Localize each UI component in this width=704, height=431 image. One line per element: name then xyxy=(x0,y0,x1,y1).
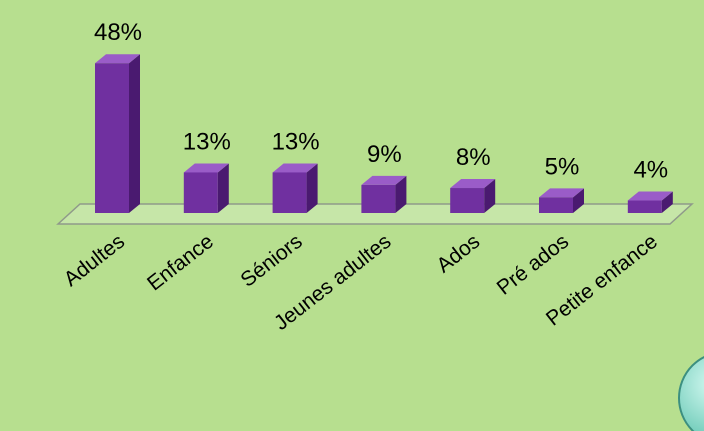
bar-top xyxy=(539,188,584,198)
category-label: Séniors xyxy=(236,230,306,292)
bar-side xyxy=(573,188,584,213)
bar xyxy=(272,172,307,213)
category-label: Pré ados xyxy=(493,230,573,300)
bar-top xyxy=(361,175,407,185)
value-label: 13% xyxy=(272,128,320,155)
value-label: 8% xyxy=(456,144,491,171)
decor-bubble xyxy=(678,355,704,431)
bar xyxy=(539,197,573,213)
value-label: 13% xyxy=(183,128,231,155)
bar-side xyxy=(129,54,140,213)
bar-top xyxy=(627,191,673,201)
category-label: Enfance xyxy=(143,230,218,296)
bar xyxy=(361,184,396,213)
bar-top xyxy=(272,163,318,173)
bar-side xyxy=(217,163,229,213)
value-label: 5% xyxy=(545,153,580,180)
bar xyxy=(627,200,662,213)
bar-side xyxy=(484,179,496,213)
value-label: 4% xyxy=(633,157,668,184)
value-label: 48% xyxy=(94,19,142,46)
bar-side xyxy=(306,163,318,213)
bar-top xyxy=(95,54,140,64)
bar-side xyxy=(661,191,673,213)
bar xyxy=(183,172,218,213)
bar-top xyxy=(183,163,229,173)
bar-side xyxy=(395,175,407,213)
bar xyxy=(95,63,129,213)
bar-top xyxy=(450,179,496,189)
category-label: Adultes xyxy=(60,230,129,291)
category-label: Ados xyxy=(432,230,484,278)
bar xyxy=(450,188,485,213)
value-label: 9% xyxy=(367,141,402,168)
